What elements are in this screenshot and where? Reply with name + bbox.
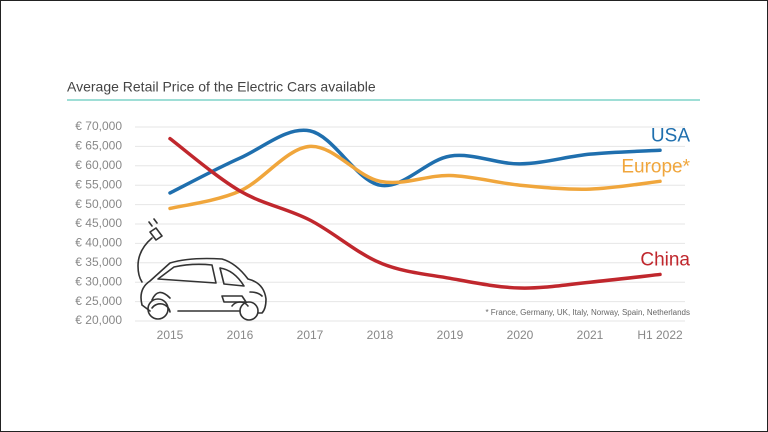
x-tick-label: 2015: [157, 328, 184, 342]
x-tick-label: 2018: [367, 328, 394, 342]
y-tick-label: € 25,000: [75, 294, 122, 308]
y-tick-label: € 65,000: [75, 139, 122, 153]
x-tick-label: 2016: [227, 328, 254, 342]
x-tick-label: 2020: [507, 328, 534, 342]
x-tick-label: 2021: [577, 328, 604, 342]
y-tick-label: € 50,000: [75, 197, 122, 211]
y-tick-label: € 30,000: [75, 274, 122, 288]
y-tick-label: € 55,000: [75, 177, 122, 191]
legend-label: USA: [651, 125, 690, 146]
y-tick-label: € 35,000: [75, 255, 122, 269]
footnote: * France, Germany, UK, Italy, Norway, Sp…: [485, 308, 690, 317]
y-tick-label: € 60,000: [75, 158, 122, 172]
y-tick-label: € 70,000: [75, 119, 122, 133]
x-tick-label: 2017: [297, 328, 324, 342]
legend-label: China: [640, 249, 690, 270]
legend-label: Europe*: [621, 156, 690, 177]
series-line: [168, 144, 662, 211]
y-tick-label: € 45,000: [75, 216, 122, 230]
car-icon: [137, 218, 267, 321]
x-tick-label: H1 2022: [637, 328, 683, 342]
y-tick-label: € 40,000: [75, 236, 122, 250]
chart-title: Average Retail Price of the Electric Car…: [67, 79, 376, 95]
y-tick-label: € 20,000: [75, 313, 122, 327]
series-line: [168, 136, 662, 290]
x-tick-label: 2019: [437, 328, 464, 342]
series-line: [168, 128, 662, 195]
